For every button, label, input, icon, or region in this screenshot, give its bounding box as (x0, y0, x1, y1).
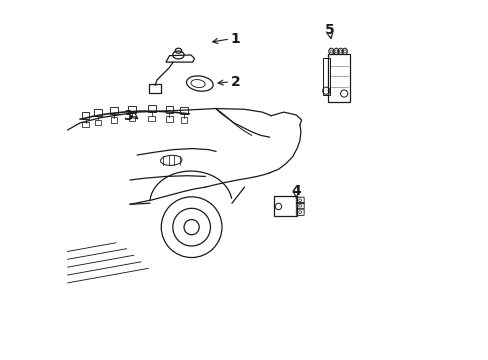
Text: 4: 4 (291, 184, 301, 198)
Text: 3: 3 (123, 109, 133, 123)
Text: 1: 1 (230, 32, 240, 46)
Text: 2: 2 (230, 75, 240, 89)
Text: 5: 5 (325, 23, 334, 37)
